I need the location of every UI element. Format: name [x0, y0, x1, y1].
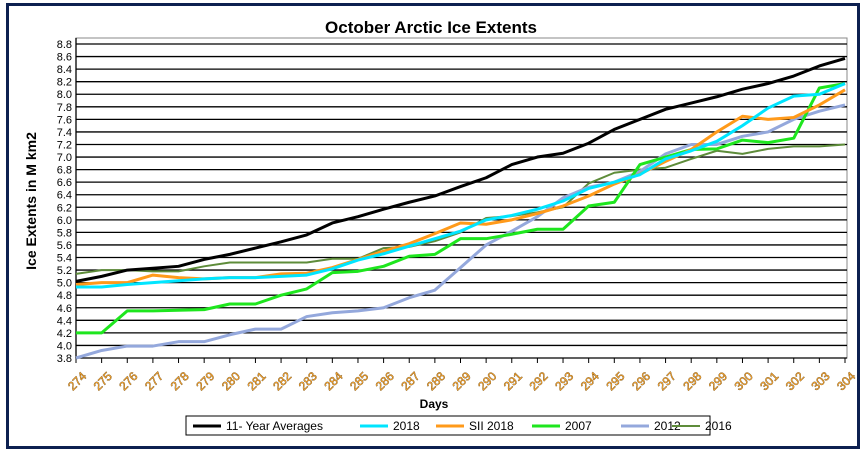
x-tick-label: 280: [219, 369, 243, 393]
x-tick-label: 283: [296, 369, 320, 393]
y-axis-label: Ice Extents in M km2: [23, 132, 39, 270]
x-tick-label: 278: [168, 369, 192, 393]
y-tick-label: 4.0: [57, 340, 72, 352]
x-tick-label: 292: [527, 369, 551, 393]
y-tick-label: 4.6: [57, 303, 72, 315]
y-tick-label: 6.8: [57, 165, 72, 177]
x-tick-label: 284: [321, 369, 345, 393]
y-tick-label: 7.8: [57, 102, 72, 114]
x-tick-label: 298: [680, 369, 704, 393]
y-tick-labels: 3.84.04.24.44.64.85.05.25.45.65.86.06.26…: [57, 39, 72, 365]
gridlines: [75, 37, 848, 363]
x-tick-label: 294: [578, 369, 602, 393]
x-tick-label: 293: [552, 369, 576, 393]
y-tick-label: 8.8: [57, 39, 72, 51]
x-tick-label: 286: [373, 369, 397, 393]
x-tick-label: 276: [116, 369, 140, 393]
x-tick-label: 289: [450, 369, 474, 393]
y-tick-label: 6.0: [57, 215, 72, 227]
y-tick-label: 5.6: [57, 240, 72, 252]
chart-frame: [6, 3, 860, 449]
legend-label: SII 2018: [469, 419, 514, 433]
x-tick-label: 287: [398, 369, 422, 393]
legend-label: 2016: [705, 419, 732, 433]
y-tick-label: 6.2: [57, 202, 72, 214]
x-tick-label: 282: [270, 369, 294, 393]
x-axis-label: Days: [420, 397, 449, 411]
series-line-2018: [76, 82, 846, 289]
x-tick-label: 295: [603, 369, 627, 393]
y-tick-label: 4.2: [57, 328, 72, 340]
x-tick-label: 277: [142, 369, 166, 393]
y-tick-label: 7.4: [57, 127, 72, 139]
x-tick-label: 285: [347, 369, 371, 393]
series-line-2012: [75, 103, 846, 360]
x-tick-label: 281: [245, 369, 269, 393]
x-tick-label: 302: [783, 369, 807, 393]
y-tick-label: 5.8: [57, 227, 72, 239]
x-tick-label: 291: [501, 369, 525, 393]
legend: 11- Year Averages 2018 SII 2018 2007 2012 201…: [185, 415, 732, 436]
x-tick-label: 279: [193, 369, 217, 393]
x-tick-label: 300: [732, 369, 756, 393]
x-tick-label: 297: [655, 369, 679, 393]
y-tick-label: 4.4: [57, 315, 72, 327]
y-tick-label: 5.0: [57, 278, 72, 290]
y-tick-label: 7.0: [57, 152, 72, 164]
y-tick-label: 6.4: [57, 190, 72, 202]
series-lines: [75, 57, 846, 360]
y-tick-label: 7.6: [57, 114, 72, 126]
legend-label: 2018: [393, 419, 420, 433]
x-tick-label: 299: [706, 369, 730, 393]
series-line-11-year-averages: [75, 57, 846, 283]
x-tick-labels: 274 275 276 277 278 279 280 281 282 283 284 285 286 2…: [65, 369, 859, 394]
x-tick-label: 303: [809, 369, 833, 393]
x-tick-label: 304: [834, 369, 858, 393]
y-tick-label: 8.2: [57, 77, 72, 89]
y-tick-label: 4.8: [57, 290, 72, 302]
legend-label: 11- Year Averages: [226, 419, 323, 433]
x-tick-label: 290: [475, 369, 499, 393]
x-tick-label: 275: [91, 369, 115, 393]
legend-label: 2012: [654, 419, 681, 433]
legend-label: 2007: [565, 419, 592, 433]
series-line-2016: [75, 143, 846, 275]
x-tick-label: 296: [629, 369, 653, 393]
y-tick-label: 7.2: [57, 139, 72, 151]
y-tick-label: 8.6: [57, 52, 72, 64]
y-tick-label: 5.4: [57, 253, 72, 265]
y-tick-label: 8.0: [57, 89, 72, 101]
y-tick-label: 6.6: [57, 177, 72, 189]
y-tick-label: 5.2: [57, 265, 72, 277]
x-tick-label: 274: [65, 369, 89, 393]
x-tick-label: 288: [424, 369, 448, 393]
x-tick-label: 301: [757, 369, 781, 393]
series-line-2007: [76, 82, 846, 335]
chart-title: October Arctic Ice Extents: [325, 18, 537, 37]
y-tick-label: 3.8: [57, 353, 72, 365]
y-tick-label: 8.4: [57, 64, 72, 76]
